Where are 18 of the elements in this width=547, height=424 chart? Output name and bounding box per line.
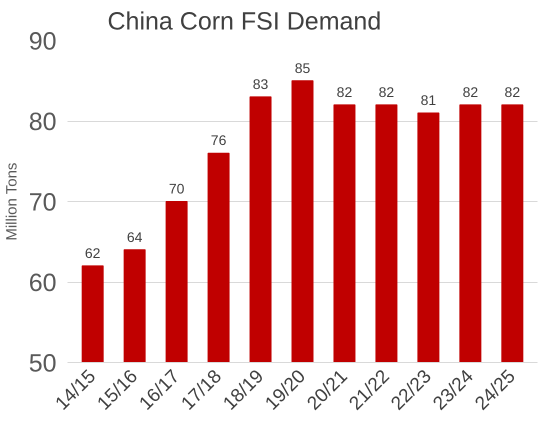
y-axis-title: Million Tons	[4, 162, 21, 241]
data-label: 83	[252, 76, 269, 92]
y-tick-label: 60	[28, 269, 57, 297]
data-label: 81	[420, 92, 436, 108]
data-label: 76	[210, 132, 227, 148]
data-label: 82	[336, 84, 352, 100]
data-label: 82	[378, 84, 394, 100]
data-label: 82	[504, 84, 520, 100]
y-tick-label: 90	[28, 28, 57, 56]
chart-title: China Corn FSI Demand	[108, 8, 382, 36]
data-label: 82	[462, 84, 478, 100]
y-tick-label: 70	[28, 188, 57, 216]
y-tick-label: 80	[28, 108, 57, 136]
y-tick-label: 50	[28, 350, 57, 378]
data-label: 64	[126, 228, 143, 245]
data-label: 85	[294, 60, 310, 76]
data-label: 70	[168, 180, 185, 196]
data-label: 62	[84, 244, 101, 261]
